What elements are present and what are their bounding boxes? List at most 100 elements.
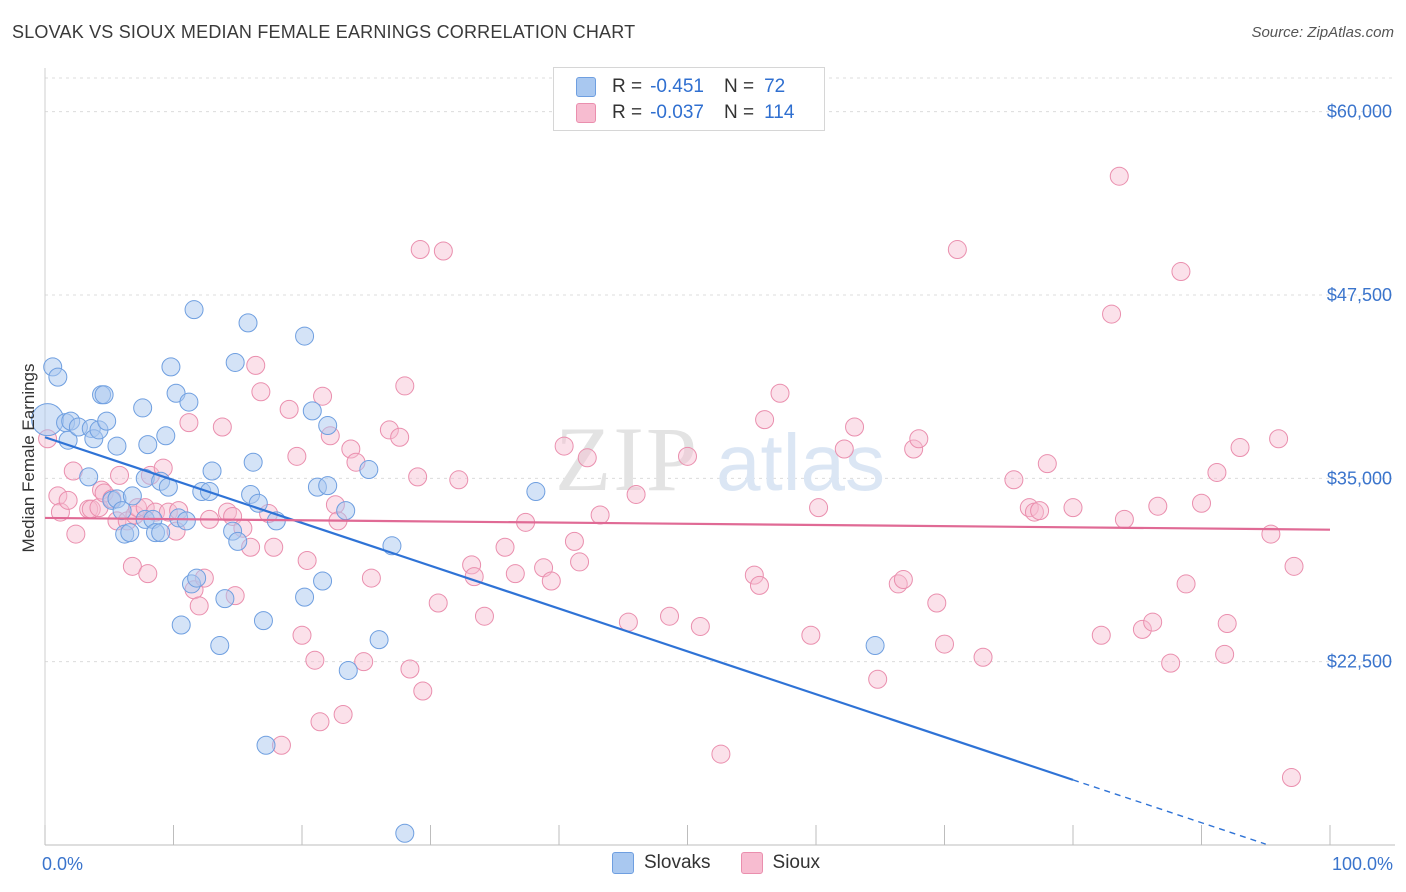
sioux-point	[1063, 498, 1083, 518]
legend-swatch-slovaks	[576, 77, 596, 97]
sioux-point	[626, 484, 646, 504]
sioux-point	[554, 436, 574, 456]
sioux-point	[1230, 438, 1250, 458]
slovak-point	[336, 501, 356, 521]
x-tick-labels: 0.0% 100.0%	[42, 854, 1393, 874]
sioux-point	[433, 241, 453, 261]
sioux-point	[947, 240, 967, 260]
sioux-point	[138, 564, 158, 584]
sioux-point	[495, 537, 515, 557]
slovak-point	[215, 589, 235, 609]
slovak-point	[184, 300, 204, 320]
legend-n-label: N =	[723, 76, 755, 97]
y-tick-label: $47,500	[1327, 285, 1392, 305]
slovak-point	[318, 416, 338, 436]
slovak-point	[107, 436, 127, 456]
sioux-point	[189, 596, 209, 616]
sioux-point	[408, 467, 428, 487]
slovak-point	[210, 636, 230, 656]
sioux-point	[292, 625, 312, 645]
slovak-point	[238, 313, 258, 333]
sioux-point	[410, 240, 430, 260]
legend-r-label: R =	[612, 76, 643, 97]
sioux-point	[474, 606, 494, 626]
sioux-point	[505, 564, 525, 584]
sioux-point	[462, 555, 482, 575]
sioux-point	[1261, 524, 1281, 544]
slovak-point	[97, 411, 117, 431]
slovak-point	[161, 357, 181, 377]
sioux-point	[834, 439, 854, 459]
slovak-point	[243, 452, 263, 472]
slovak-point	[202, 461, 222, 481]
series-label-slovaks: Slovaks	[644, 852, 711, 873]
sioux-point	[287, 446, 307, 466]
slovak-point	[187, 568, 207, 588]
series-legend: Slovaks Sioux	[612, 852, 850, 874]
slovak-point	[122, 486, 142, 506]
y-tick-label: $22,500	[1327, 652, 1392, 672]
axes	[44, 68, 1395, 846]
sioux-point	[935, 634, 954, 654]
sioux-point	[361, 568, 381, 588]
sioux-point	[1143, 612, 1163, 632]
sioux-point	[1281, 768, 1301, 788]
sioux-point	[449, 470, 469, 490]
sioux-point	[333, 704, 353, 724]
sioux-point	[909, 429, 929, 449]
sioux-point	[400, 659, 420, 679]
sioux-point	[690, 616, 710, 636]
sioux-point	[973, 647, 993, 667]
series-swatch-slovaks	[612, 852, 634, 874]
sioux-point	[1102, 304, 1122, 324]
correlation-legend: R = -0.451 N = 72 R = -0.037 N = 114	[553, 67, 825, 131]
slovak-point	[359, 460, 379, 480]
sioux-point	[305, 650, 325, 670]
sioux-point	[809, 498, 829, 518]
series-legend-sioux: Sioux	[740, 852, 820, 874]
sioux-point	[122, 556, 142, 576]
sioux-point	[868, 669, 888, 689]
sioux-point	[50, 502, 70, 522]
series-swatch-sioux	[740, 852, 763, 874]
sioux-point	[246, 355, 266, 375]
sioux-point	[413, 681, 433, 701]
slovak-point	[156, 426, 176, 446]
slovak-point	[338, 660, 358, 680]
sioux-point	[279, 399, 299, 419]
slovak-point	[318, 476, 338, 496]
legend-row-slovaks: R = -0.451 N = 72	[576, 75, 785, 99]
slovak-point	[94, 385, 114, 405]
sioux-point	[749, 575, 769, 595]
legend-r-label: R =	[612, 102, 643, 123]
slovak-point	[313, 571, 333, 591]
sioux-point	[801, 625, 821, 645]
sioux-point	[618, 612, 638, 632]
legend-swatch-sioux	[576, 103, 596, 123]
slovak-point	[526, 482, 546, 502]
sioux-point	[1148, 496, 1168, 516]
sioux-point	[541, 571, 561, 591]
sioux-point	[1176, 574, 1196, 594]
sioux-point	[1114, 509, 1134, 529]
sioux-point	[845, 417, 865, 437]
sioux-point	[1037, 454, 1057, 474]
slovak-point	[225, 352, 245, 372]
sioux-point	[755, 410, 775, 430]
sioux-point	[1171, 262, 1191, 282]
slovak-point	[228, 531, 248, 551]
slovak-point	[256, 735, 276, 755]
slovak-point	[79, 467, 99, 487]
sioux-point	[1284, 556, 1304, 576]
sioux-point	[390, 427, 410, 447]
sioux-point	[1091, 625, 1111, 645]
sioux-point	[212, 417, 232, 437]
sioux-point	[590, 505, 610, 525]
sioux-point	[577, 448, 597, 468]
sioux-point	[354, 652, 374, 672]
sioux-point	[660, 606, 680, 626]
legend-n-value: 114	[764, 102, 795, 123]
slovak-point	[253, 611, 273, 631]
sioux-point	[428, 593, 448, 613]
sioux-point	[1215, 644, 1235, 664]
